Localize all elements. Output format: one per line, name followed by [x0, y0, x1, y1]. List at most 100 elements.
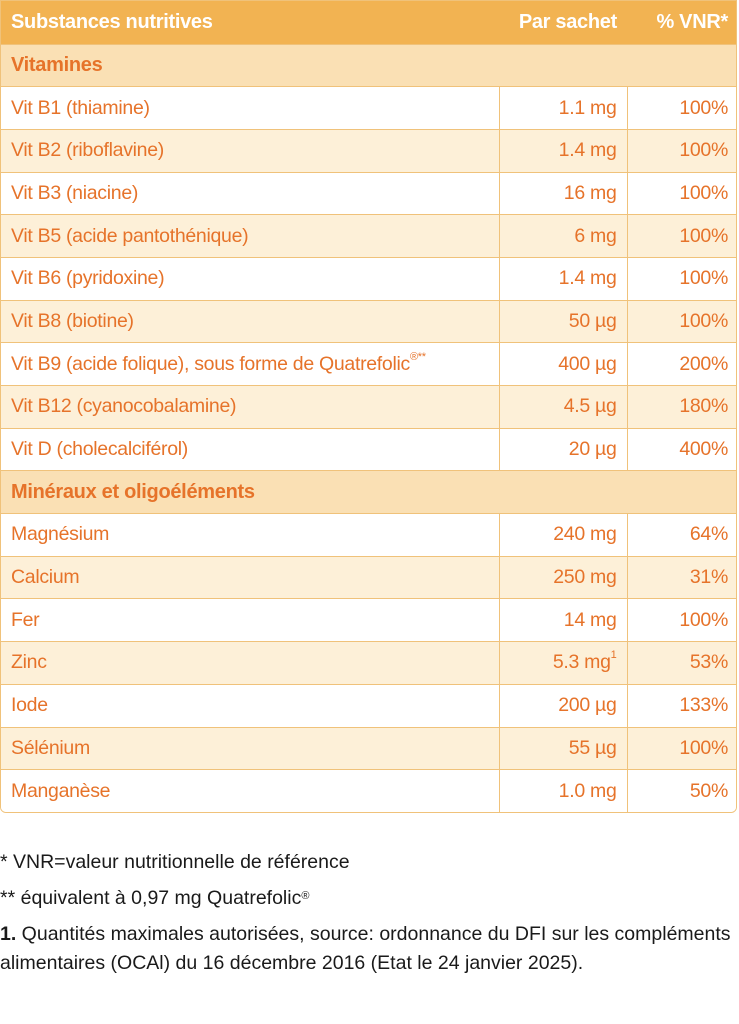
- table-row: Vit B2 (riboflavine) 1.4 mg 100%: [1, 128, 736, 173]
- nutrient-name: Iode: [1, 683, 499, 727]
- nutrient-name-text: Vit B3 (niacine): [11, 181, 139, 204]
- footnote-1: 1. Quantités maximales autorisées, sourc…: [0, 920, 739, 978]
- vnr-percent: 100%: [626, 214, 736, 258]
- amount-per-sachet: 1.4 mg: [498, 128, 627, 173]
- amount-text: 1.1 mg: [558, 96, 617, 119]
- amount-text: 55 µg: [568, 736, 617, 759]
- amount-text: 400 µg: [558, 352, 617, 375]
- vnr-percent: 100%: [626, 598, 736, 642]
- nutrient-name: Vit B6 (pyridoxine): [1, 256, 499, 301]
- nutrient-name-text: Vit D (cholecalciférol): [11, 438, 188, 461]
- nutrient-name-text: Magnésium: [11, 523, 110, 546]
- nutrient-name-text: Iode: [11, 694, 48, 717]
- table-row: Sélénium 55 µg 100%: [1, 726, 736, 770]
- table-header-row: Substances nutritives Par sachet % VNR*: [1, 1, 736, 44]
- nutrient-name: Magnésium: [1, 513, 499, 557]
- amount-per-sachet: 5.3 mg1: [498, 641, 627, 685]
- amount-text: 4.5 µg: [563, 395, 617, 418]
- nutrition-table: Substances nutritives Par sachet % VNR* …: [0, 0, 737, 814]
- table-row: Manganèse 1.0 mg 50%: [1, 769, 736, 813]
- amount-text: 50 µg: [568, 309, 617, 332]
- section-title: Vitamines: [1, 43, 736, 87]
- nutrient-name: Sélénium: [1, 726, 499, 770]
- amount-per-sachet: 1.1 mg: [498, 86, 627, 130]
- section-title: Minéraux et oligoéléments: [1, 470, 736, 514]
- amount-per-sachet: 20 µg: [498, 427, 627, 471]
- amount-per-sachet: 240 mg: [498, 513, 627, 557]
- nutrient-name-text: Fer: [11, 608, 40, 631]
- vnr-percent: 180%: [626, 385, 736, 429]
- nutrient-name-text: Vit B8 (biotine): [11, 309, 134, 332]
- vnr-percent: 64%: [626, 513, 736, 557]
- amount-per-sachet: 250 mg: [498, 555, 627, 599]
- footnote-1-text: Quantités maximales autorisées, source: …: [0, 923, 731, 974]
- vnr-percent: 100%: [626, 299, 736, 343]
- nutrient-name: Manganèse: [1, 769, 499, 813]
- amount-sup: 1: [610, 649, 617, 662]
- nutrient-name: Vit B2 (riboflavine): [1, 128, 499, 173]
- amount-text: 16 mg: [563, 181, 617, 204]
- amount-text: 250 mg: [553, 566, 617, 589]
- vnr-percent: 53%: [626, 641, 736, 685]
- vnr-percent: 100%: [626, 726, 736, 770]
- nutrient-name-text: Vit B1 (thiamine): [11, 96, 150, 119]
- footnotes: * VNR=valeur nutritionnelle de référence…: [0, 848, 739, 985]
- table-row: Vit B8 (biotine) 50 µg 100%: [1, 299, 736, 343]
- table-body: Vitamines Vit B1 (thiamine) 1.1 mg 100% Vit …: [1, 43, 736, 813]
- vnr-percent: 100%: [626, 171, 736, 215]
- vnr-percent: 200%: [626, 342, 736, 386]
- nutrient-name-text: Vit B6 (pyridoxine): [11, 267, 165, 290]
- amount-text: 20 µg: [568, 438, 617, 461]
- header-nutrients: Substances nutritives: [1, 1, 499, 44]
- nutrient-name-text: Vit B12 (cyanocobalamine): [11, 395, 237, 418]
- nutrient-name: Zinc: [1, 641, 499, 685]
- footnote-quatrefolic-text: ** équivalent à 0,97 mg Quatrefolic: [0, 887, 302, 909]
- amount-per-sachet: 1.4 mg: [498, 256, 627, 301]
- amount-text: 14 mg: [563, 608, 617, 631]
- table-row: Vit B9 (acide folique), sous forme de Qu…: [1, 342, 736, 386]
- nutrient-name-text: Calcium: [11, 566, 80, 589]
- nutrient-name-text: Sélénium: [11, 736, 90, 759]
- amount-per-sachet: 6 mg: [498, 214, 627, 258]
- table-row: Vit B12 (cyanocobalamine) 4.5 µg 180%: [1, 385, 736, 429]
- amount-per-sachet: 14 mg: [498, 598, 627, 642]
- table-row: Vit B5 (acide pantothénique) 6 mg 100%: [1, 214, 736, 258]
- footnote-1-number: 1.: [0, 923, 17, 945]
- vnr-percent: 100%: [626, 128, 736, 173]
- section-row: Vitamines: [1, 43, 736, 87]
- nutrient-name: Calcium: [1, 555, 499, 599]
- nutrient-name: Vit B5 (acide pantothénique): [1, 214, 499, 258]
- table-row: Vit B3 (niacine) 16 mg 100%: [1, 171, 736, 215]
- table-row: Magnésium 240 mg 64%: [1, 513, 736, 557]
- nutrient-name: Fer: [1, 598, 499, 642]
- amount-text: 200 µg: [558, 694, 617, 717]
- vnr-percent: 133%: [626, 683, 736, 727]
- amount-text: 1.4 mg: [558, 267, 617, 290]
- nutrient-name: Vit B12 (cyanocobalamine): [1, 385, 499, 429]
- nutrient-name: Vit B8 (biotine): [1, 299, 499, 343]
- table-row: Iode 200 µg 133%: [1, 683, 736, 727]
- nutrient-name: Vit D (cholecalciférol): [1, 427, 499, 471]
- vnr-percent: 50%: [626, 769, 736, 813]
- nutrient-name-text: Vit B5 (acide pantothénique): [11, 224, 249, 247]
- amount-text: 1.4 mg: [558, 139, 617, 162]
- amount-text: 240 mg: [553, 523, 617, 546]
- header-per-sachet: Par sachet: [499, 1, 627, 44]
- header-vnr: % VNR*: [627, 1, 736, 44]
- registered-mark: ®: [301, 890, 310, 902]
- amount-per-sachet: 200 µg: [498, 683, 627, 727]
- amount-per-sachet: 55 µg: [498, 726, 627, 770]
- section-row: Minéraux et oligoéléments: [1, 470, 736, 514]
- table-row: Vit B6 (pyridoxine) 1.4 mg 100%: [1, 256, 736, 301]
- amount-text: 5.3 mg: [552, 651, 611, 674]
- footnote-quatrefolic: ** équivalent à 0,97 mg Quatrefolic®: [0, 884, 739, 913]
- table-row: Zinc 5.3 mg1 53%: [1, 641, 736, 685]
- vnr-percent: 400%: [626, 427, 736, 471]
- nutrient-name: Vit B9 (acide folique), sous forme de Qu…: [1, 342, 499, 386]
- amount-per-sachet: 400 µg: [498, 342, 627, 386]
- amount-text: 6 mg: [574, 224, 617, 247]
- amount-per-sachet: 50 µg: [498, 299, 627, 343]
- amount-per-sachet: 1.0 mg: [498, 769, 627, 813]
- table-row: Fer 14 mg 100%: [1, 598, 736, 642]
- vnr-percent: 100%: [626, 86, 736, 130]
